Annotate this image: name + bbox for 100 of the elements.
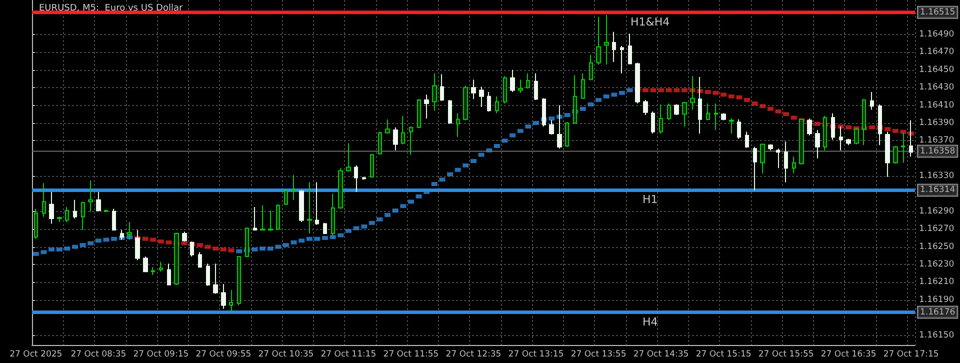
candlestick xyxy=(729,118,734,134)
candlestick xyxy=(885,131,890,178)
candlestick xyxy=(49,191,54,224)
y-tick-label: 1.16230 xyxy=(919,260,954,270)
candlestick xyxy=(81,201,85,230)
candlestick xyxy=(338,168,343,210)
candlestick xyxy=(870,92,874,110)
ref-line-label: H4 xyxy=(642,315,658,328)
candlestick xyxy=(612,31,616,62)
x-tick-label: 27 Oct 08:35 xyxy=(70,350,126,360)
candlestick xyxy=(440,74,444,102)
candlestick xyxy=(815,130,820,159)
candlestick xyxy=(659,104,663,134)
candlestick xyxy=(831,112,835,140)
candlestick xyxy=(315,182,319,226)
candlestick xyxy=(674,104,679,116)
candlestick xyxy=(378,131,382,154)
x-tick-label: 27 Oct 11:55 xyxy=(383,350,439,360)
candlestick xyxy=(487,92,491,112)
candlestick xyxy=(393,126,398,151)
candlestick xyxy=(479,86,484,108)
candlestick xyxy=(120,230,124,240)
candlestick xyxy=(839,126,843,151)
candlestick xyxy=(260,204,265,230)
y-tick-label: 1.16150 xyxy=(919,330,954,340)
candlestick xyxy=(878,104,882,146)
candlestick xyxy=(628,33,632,64)
y-tick-label: 1.16490 xyxy=(919,30,954,40)
candlestick xyxy=(88,180,93,212)
candlestick xyxy=(284,188,288,205)
x-tick-label: 27 Oct 15:55 xyxy=(758,350,814,360)
x-tick-label: 27 Oct 10:35 xyxy=(258,350,314,360)
candlestick xyxy=(573,74,577,124)
x-tick-label: 27 Oct 13:15 xyxy=(508,350,564,360)
candlestick xyxy=(682,101,687,127)
x-tick-label: 27 Oct 2025 xyxy=(10,350,62,360)
candlestick xyxy=(456,112,460,138)
candlestick xyxy=(737,118,741,140)
candlestick xyxy=(823,115,827,151)
candlestick xyxy=(846,138,851,146)
candlestick xyxy=(448,99,452,124)
candlestick xyxy=(42,182,46,218)
candlestick xyxy=(565,122,569,148)
candlestick xyxy=(503,76,507,104)
x-tick-label: 27 Oct 09:55 xyxy=(196,350,252,360)
candlestick xyxy=(190,241,194,258)
candlestick xyxy=(714,103,718,131)
candlestick xyxy=(401,115,405,145)
x-tick-label: 27 Oct 12:35 xyxy=(446,350,502,360)
candlestick xyxy=(167,263,171,286)
candlestick xyxy=(385,118,390,134)
y-tick-label: 1.16270 xyxy=(919,224,954,234)
candlestick xyxy=(768,144,773,151)
candlestick xyxy=(745,131,749,148)
candlestick xyxy=(112,208,116,230)
y-tick-label: 1.16330 xyxy=(919,171,954,182)
candlestick xyxy=(417,98,421,129)
candlestick xyxy=(57,216,62,223)
candlestick xyxy=(307,182,312,234)
candlestick xyxy=(237,256,241,306)
candlestick xyxy=(432,72,437,112)
candlestick xyxy=(346,142,351,172)
candlestick xyxy=(776,148,780,169)
candlestick xyxy=(753,146,757,191)
candlestick xyxy=(253,206,257,230)
candlestick xyxy=(893,145,898,164)
candlestick xyxy=(362,176,366,180)
candlestick xyxy=(73,199,77,219)
candlestick xyxy=(159,261,163,272)
candlestick xyxy=(354,164,358,192)
candlestick xyxy=(643,99,648,116)
candlestick xyxy=(245,226,249,258)
y-tick-label: 1.16430 xyxy=(919,82,954,93)
candlestick xyxy=(581,72,585,99)
x-tick-label: 27 Oct 16:35 xyxy=(820,350,876,360)
x-tick-label: 27 Oct 15:15 xyxy=(696,350,752,360)
candlestick xyxy=(721,112,726,121)
candlestick xyxy=(151,266,155,276)
y-tick-label: 1.16210 xyxy=(919,277,954,288)
text: 1.16515 xyxy=(920,7,956,18)
candlestick xyxy=(854,128,859,145)
candlestick xyxy=(206,263,210,286)
candlestick xyxy=(276,204,280,230)
x-tick-label: 27 Oct 17:15 xyxy=(883,350,939,360)
y-tick-label: 1.16290 xyxy=(919,206,954,216)
candlestick xyxy=(198,252,202,268)
candlestick xyxy=(409,126,413,156)
candlestick xyxy=(424,94,429,120)
candlestick xyxy=(542,98,546,127)
candlestick xyxy=(229,290,233,311)
candlestick xyxy=(370,153,374,178)
candlestick xyxy=(268,210,273,232)
candlestick xyxy=(299,190,304,223)
ref-line-label: H1&H4 xyxy=(630,15,670,28)
candlestick xyxy=(534,72,538,100)
x-tick-label: 27 Oct 09:15 xyxy=(133,350,189,360)
candlestick xyxy=(596,16,601,66)
candlestick xyxy=(760,144,765,174)
x-tick-label: 27 Oct 11:15 xyxy=(320,350,376,360)
y-tick-label: 1.16450 xyxy=(919,64,954,75)
